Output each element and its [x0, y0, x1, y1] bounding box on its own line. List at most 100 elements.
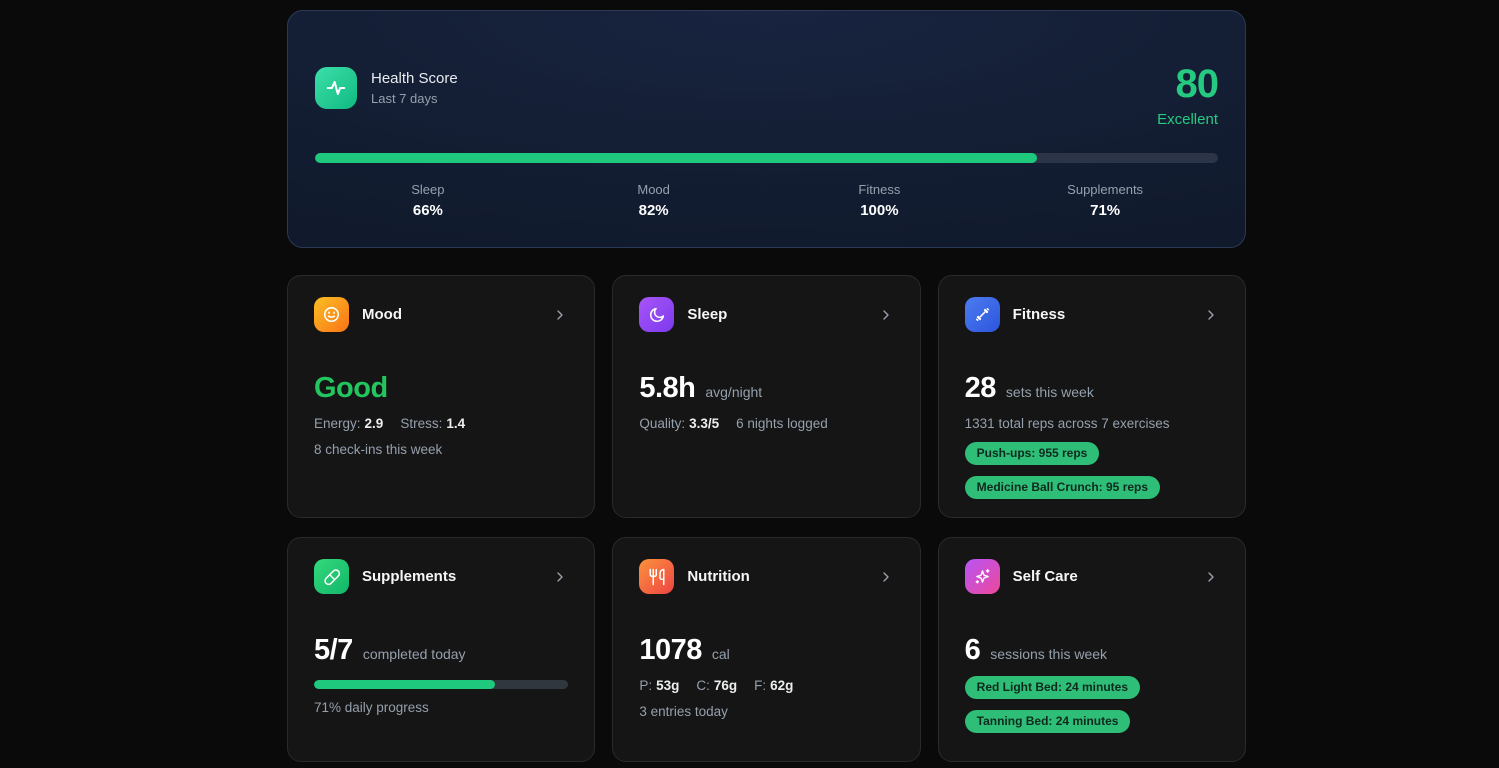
dumbbell-icon [975, 307, 989, 322]
sleep-card-title: Sleep [687, 306, 728, 323]
pulse-icon [326, 81, 346, 95]
self-care-card-header: Self Care [964, 559, 1219, 594]
carbs-label: C: [696, 678, 710, 693]
stress-value: 1.4 [446, 416, 466, 431]
mood-detail: Energy: 2.9 Stress: 1.4 [314, 416, 568, 431]
stat-fitness: Fitness 100% [767, 182, 993, 219]
supplements-unit: completed today [362, 646, 466, 662]
stat-supplements-value: 71% [1090, 202, 1121, 219]
mood-card-header: Mood [314, 297, 568, 332]
nutrition-card-header: Nutrition [639, 559, 893, 594]
mood-card-title: Mood [362, 306, 402, 323]
sparkles-icon [975, 569, 990, 584]
sleep-unit: avg/night [705, 384, 763, 400]
carbs-value: 76g [713, 678, 738, 693]
stat-mood-label: Mood [637, 182, 670, 197]
protein-value: 53g [656, 678, 680, 693]
stat-sleep-value: 66% [412, 202, 443, 219]
chevron-right-icon[interactable] [1203, 307, 1219, 323]
category-grid: Mood Good Energy: 2.9 Stress: 1.4 8 check-… [287, 275, 1246, 762]
health-score-header: Health Score Last 7 days 80 Excellent [315, 62, 1219, 128]
self-care-icon [964, 559, 1000, 594]
mood-footnote: 8 check-ins this week [314, 442, 443, 457]
health-score-icon [315, 67, 357, 109]
nutrition-macros: P: 53g C: 76g F: 62g [639, 678, 893, 693]
supplements-footnote: 71% daily progress [314, 700, 429, 715]
fitness-badge: Medicine Ball Crunch: 95 reps [964, 476, 1161, 500]
stat-supplements: Supplements 71% [992, 182, 1218, 219]
self-care-card-title: Self Care [1012, 568, 1078, 585]
pill-icon [323, 568, 340, 585]
smiley-icon [323, 306, 340, 323]
fitness-card-title: Fitness [1012, 306, 1066, 323]
fat-label: F: [754, 678, 767, 693]
chevron-right-icon[interactable] [878, 569, 894, 585]
stat-mood: Mood 82% [541, 182, 767, 219]
self-care-badge: Red Light Bed: 24 minutes [964, 676, 1141, 700]
nights-logged: 6 nights logged [736, 416, 828, 431]
self-care-value: 6 [964, 634, 981, 666]
health-score-stats: Sleep 66% Mood 82% Fitness 100% Suppleme… [315, 182, 1218, 219]
self-care-unit: sessions this week [990, 646, 1108, 662]
quality-value: 3.3/5 [689, 416, 720, 431]
supplements-card-header: Supplements [314, 559, 568, 594]
health-score-titles: Health Score Last 7 days [371, 67, 458, 106]
supplements-icon [314, 559, 349, 594]
stress-label: Stress: [400, 416, 443, 431]
nutrition-card-title: Nutrition [687, 568, 750, 585]
mood-value: Good [314, 372, 388, 404]
dashboard: Health Score Last 7 days 80 Excellent Sl… [287, 10, 1246, 762]
fitness-unit: sets this week [1005, 384, 1094, 400]
supplements-progressbar [314, 680, 569, 689]
health-score-progressbar [315, 153, 1218, 163]
health-score-rating: Excellent [1157, 111, 1218, 128]
chevron-right-icon[interactable] [552, 569, 568, 585]
health-score-number: 80 [1175, 62, 1219, 106]
mood-icon [314, 297, 349, 332]
stat-fitness-value: 100% [860, 202, 899, 219]
stat-supplements-label: Supplements [1067, 182, 1144, 197]
fitness-icon [964, 297, 1000, 332]
fitness-card[interactable]: Fitness 28 sets this week 1331 total rep… [937, 275, 1246, 518]
utensils-icon [649, 568, 665, 585]
nutrition-unit: cal [711, 646, 730, 662]
moon-icon [649, 307, 664, 322]
supplements-card[interactable]: Supplements 5/7 completed today 71% dail… [287, 537, 596, 762]
sleep-detail: Quality: 3.3/5 6 nights logged [639, 416, 893, 431]
self-care-badge: Tanning Bed: 24 minutes [964, 710, 1131, 734]
fitness-value: 28 [964, 372, 997, 404]
health-score-value-block: 80 Excellent [1157, 62, 1219, 128]
energy-value: 2.9 [364, 416, 384, 431]
nutrition-value: 1078 [639, 634, 702, 666]
fitness-badge: Push-ups: 955 reps [964, 442, 1100, 466]
nutrition-card[interactable]: Nutrition 1078 cal P: 53g C: 76g F: 62g 3 e… [612, 537, 921, 762]
sleep-icon [639, 297, 675, 332]
nutrition-footnote: 3 entries today [639, 704, 728, 719]
protein-label: P: [639, 678, 653, 693]
stat-fitness-label: Fitness [858, 182, 901, 197]
health-score-title: Health Score [371, 70, 458, 87]
fat-value: 62g [770, 678, 794, 693]
health-score-progress-fill [315, 153, 1038, 163]
sleep-value: 5.8h [639, 372, 696, 404]
health-score-subtitle: Last 7 days [371, 91, 438, 106]
sleep-card-header: Sleep [639, 297, 893, 332]
fitness-detail: 1331 total reps across 7 exercises [964, 416, 1170, 431]
self-care-card[interactable]: Self Care 6 sessions this week Red Light… [937, 537, 1246, 762]
stat-sleep: Sleep 66% [315, 182, 541, 219]
supplements-progress-fill [314, 680, 495, 689]
chevron-right-icon[interactable] [552, 307, 568, 323]
sleep-card[interactable]: Sleep 5.8h avg/night Quality: 3.3/5 6 nig… [612, 275, 921, 518]
chevron-right-icon[interactable] [878, 307, 894, 323]
stat-mood-value: 82% [638, 202, 669, 219]
stat-sleep-label: Sleep [411, 182, 445, 197]
supplements-card-title: Supplements [362, 568, 457, 585]
chevron-right-icon[interactable] [1203, 569, 1219, 585]
mood-card[interactable]: Mood Good Energy: 2.9 Stress: 1.4 8 check-… [287, 275, 596, 518]
energy-label: Energy: [314, 416, 361, 431]
health-score-card: Health Score Last 7 days 80 Excellent Sl… [287, 10, 1246, 248]
quality-label: Quality: [639, 416, 686, 431]
nutrition-icon [639, 559, 675, 594]
fitness-card-header: Fitness [964, 297, 1219, 332]
supplements-value: 5/7 [314, 634, 353, 666]
